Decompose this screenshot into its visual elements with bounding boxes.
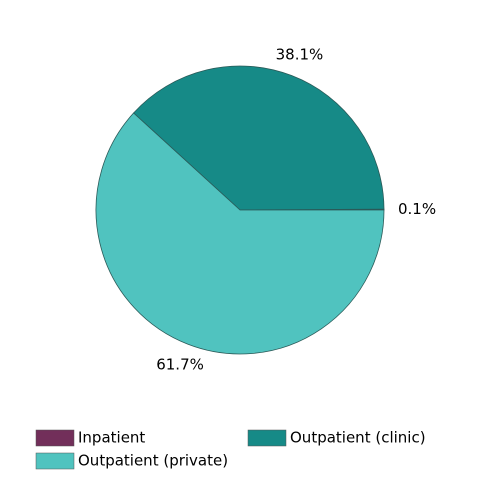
legend-swatch [247, 429, 287, 447]
legend-label: Outpatient (private) [78, 452, 228, 470]
data-label: 0.1% [398, 200, 436, 218]
pie-slice [95, 112, 385, 355]
legend-swatch [35, 452, 75, 470]
legend-label: Inpatient [78, 429, 145, 447]
legend-swatch [35, 429, 75, 447]
data-label: 61.7% [156, 355, 204, 373]
pie-slice [132, 65, 385, 211]
data-label: 38.1% [276, 46, 324, 64]
legend-label: Outpatient (clinic) [290, 429, 426, 447]
